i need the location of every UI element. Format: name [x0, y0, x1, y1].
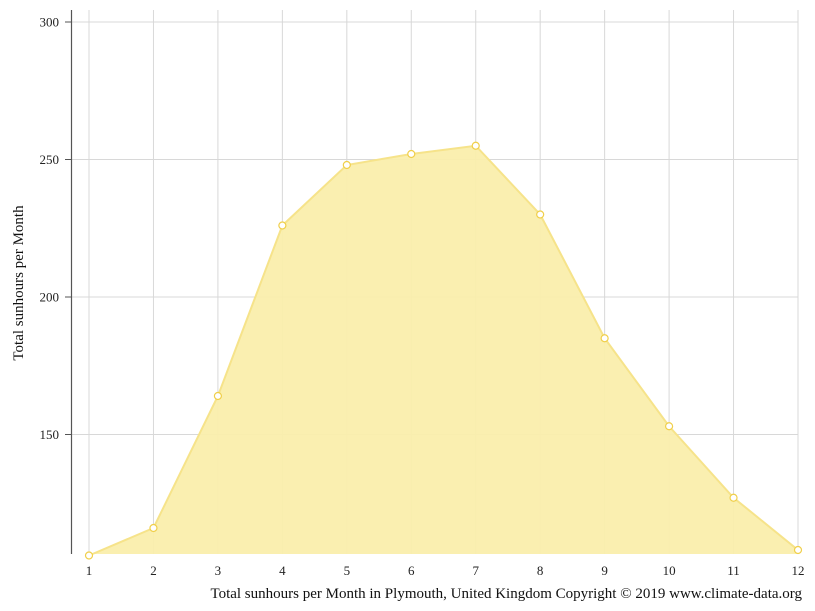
- data-point-11: [729, 493, 738, 502]
- data-point-3: [213, 391, 223, 401]
- x-tick-label-3: 3: [215, 563, 222, 578]
- y-axis-label: Total sunhours per Month: [11, 205, 27, 361]
- x-tick-label-11: 11: [727, 563, 740, 578]
- data-point-9: [600, 334, 609, 343]
- x-tick-label-12: 12: [792, 563, 805, 578]
- chart-caption: Total sunhours per Month in Plymouth, Un…: [210, 586, 802, 602]
- data-point-4: [278, 221, 287, 230]
- data-point-8: [536, 210, 545, 219]
- x-tick-label-1: 1: [86, 563, 93, 578]
- y-tick-label-150: 150: [40, 427, 60, 442]
- series-line: [88, 144, 799, 557]
- data-point-1: [84, 551, 94, 560]
- data-point-10: [664, 422, 674, 431]
- x-tick-label-10: 10: [663, 563, 676, 578]
- x-tick-label-8: 8: [537, 563, 544, 578]
- y-tick-label-300: 300: [40, 15, 60, 30]
- area-fill: [89, 145, 798, 556]
- axes: [65, 10, 73, 554]
- data-point-2: [149, 523, 158, 533]
- x-tick-label-2: 2: [150, 563, 157, 578]
- data-point-5: [342, 160, 351, 170]
- data-point-6: [407, 149, 416, 159]
- y-tick-label-250: 250: [40, 152, 60, 167]
- x-tick-label-5: 5: [344, 563, 351, 578]
- x-tick-label-6: 6: [408, 563, 415, 578]
- x-tick-label-7: 7: [472, 563, 479, 578]
- data-point-7: [471, 141, 480, 150]
- x-tick-label-9: 9: [601, 563, 608, 578]
- y-tick-label-200: 200: [40, 290, 60, 305]
- plot-area: [88, 144, 799, 557]
- x-tick-label-4: 4: [279, 563, 286, 578]
- data-points: [84, 141, 803, 560]
- data-point-12: [793, 545, 803, 555]
